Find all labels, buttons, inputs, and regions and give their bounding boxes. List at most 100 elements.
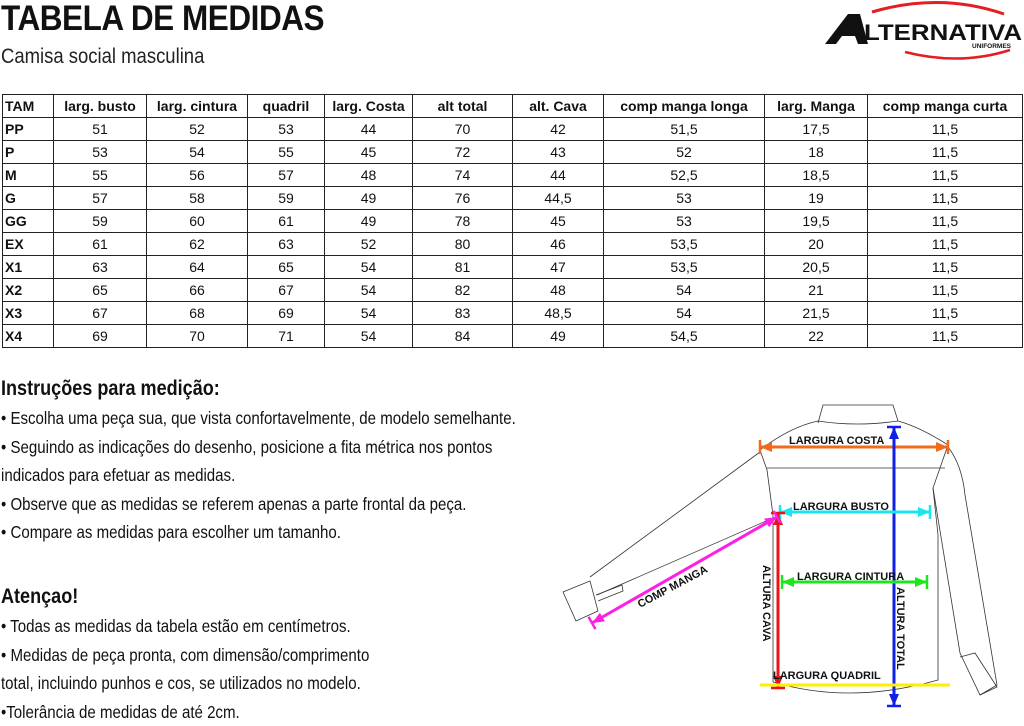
measure-cell: 54,5 [604,325,765,348]
measure-cell: 44,5 [513,187,604,210]
column-header: comp manga curta [868,95,1023,118]
measure-cell: 52,5 [604,164,765,187]
measure-cell: 54 [604,302,765,325]
attention-line: • Medidas de peça pronta, com dimensão/c… [1,641,369,670]
measure-cell: 53,5 [604,233,765,256]
measure-cell: 44 [325,118,413,141]
measure-cell: 11,5 [868,325,1023,348]
measure-cell: 52 [147,118,248,141]
measure-cell: 48,5 [513,302,604,325]
size-cell: P [3,141,54,164]
size-cell: X3 [3,302,54,325]
size-cell: PP [3,118,54,141]
attention-section: Atençao! • Todas as medidas da tabela es… [1,582,369,726]
measure-cell: 11,5 [868,187,1023,210]
measure-cell: 67 [248,279,325,302]
measure-cell: 64 [147,256,248,279]
instructions-section: Instruções para medição: • Escolha uma p… [1,374,516,547]
measure-cell: 52 [604,141,765,164]
measure-cell: 20,5 [765,256,868,279]
attention-line: • Todas as medidas da tabela estão em ce… [1,612,369,641]
measure-cell: 62 [147,233,248,256]
arrowhead-icon [760,442,772,452]
measure-cell: 20 [765,233,868,256]
comp-manga-measure [589,511,781,629]
measure-cell: 11,5 [868,141,1023,164]
size-cell: EX [3,233,54,256]
label-largura-busto: LARGURA BUSTO [793,501,889,513]
column-header: larg. busto [54,95,147,118]
measure-cell: 17,5 [765,118,868,141]
measure-cell: 51,5 [604,118,765,141]
measure-cell: 18,5 [765,164,868,187]
measure-cell: 19 [765,187,868,210]
measure-cell: 49 [325,210,413,233]
measure-cell: 70 [147,325,248,348]
measure-cell: 54 [604,279,765,302]
attention-line: total, incluindo punhos e cos, se utiliz… [1,669,369,698]
measure-cell: 69 [248,302,325,325]
measure-line [592,517,777,623]
measure-cell: 54 [147,141,248,164]
measure-cell: 57 [54,187,147,210]
measure-cell: 11,5 [868,302,1023,325]
measure-cell: 53 [604,187,765,210]
measure-cell: 81 [413,256,513,279]
measure-cell: 48 [325,164,413,187]
alternativa-logo: LTERNATIVA UNIFORMES [820,0,1024,70]
measure-cell: 57 [248,164,325,187]
size-cell: X2 [3,279,54,302]
measure-cell: 53 [248,118,325,141]
label-largura-costa: LARGURA COSTA [789,435,884,447]
measure-cell: 84 [413,325,513,348]
measure-cell: 52 [325,233,413,256]
instruction-line: • Escolha uma peça sua, que vista confor… [1,404,516,433]
measure-cell: 11,5 [868,210,1023,233]
measure-cell: 45 [325,141,413,164]
measure-cell: 11,5 [868,233,1023,256]
measure-cell: 83 [413,302,513,325]
arrowhead-icon [782,577,794,587]
attention-heading: Atençao! [1,582,369,612]
measure-cell: 49 [513,325,604,348]
measure-cell: 66 [147,279,248,302]
size-cell: X1 [3,256,54,279]
measure-cell: 21,5 [765,302,868,325]
measure-cell: 21 [765,279,868,302]
measure-cell: 44 [513,164,604,187]
measure-cell: 65 [54,279,147,302]
measure-cell: 48 [513,279,604,302]
measure-cell: 19,5 [765,210,868,233]
measure-cell: 11,5 [868,256,1023,279]
size-cell: GG [3,210,54,233]
arrowhead-icon [915,577,927,587]
measure-cell: 43 [513,141,604,164]
arrowhead-icon [889,427,899,439]
size-cell: M [3,164,54,187]
shirt-measurement-diagram: LARGURA COSTA LARGURA BUSTO LARGURA CINT… [560,395,1024,719]
measure-cell: 78 [413,210,513,233]
column-header: comp manga longa [604,95,765,118]
column-header: larg. cintura [147,95,248,118]
label-altura-total: ALTURA TOTAL [894,587,906,670]
svg-text:LTERNATIVA: LTERNATIVA [864,20,1022,45]
measure-cell: 80 [413,233,513,256]
measure-cell: 45 [513,210,604,233]
column-header: TAM [3,95,54,118]
label-largura-cintura: LARGURA CINTURA [797,571,904,583]
measure-cell: 11,5 [868,279,1023,302]
column-header: larg. Manga [765,95,868,118]
measure-cell: 51 [54,118,147,141]
measure-cell: 72 [413,141,513,164]
measure-cell: 56 [147,164,248,187]
measure-cell: 47 [513,256,604,279]
measure-cell: 54 [325,302,413,325]
